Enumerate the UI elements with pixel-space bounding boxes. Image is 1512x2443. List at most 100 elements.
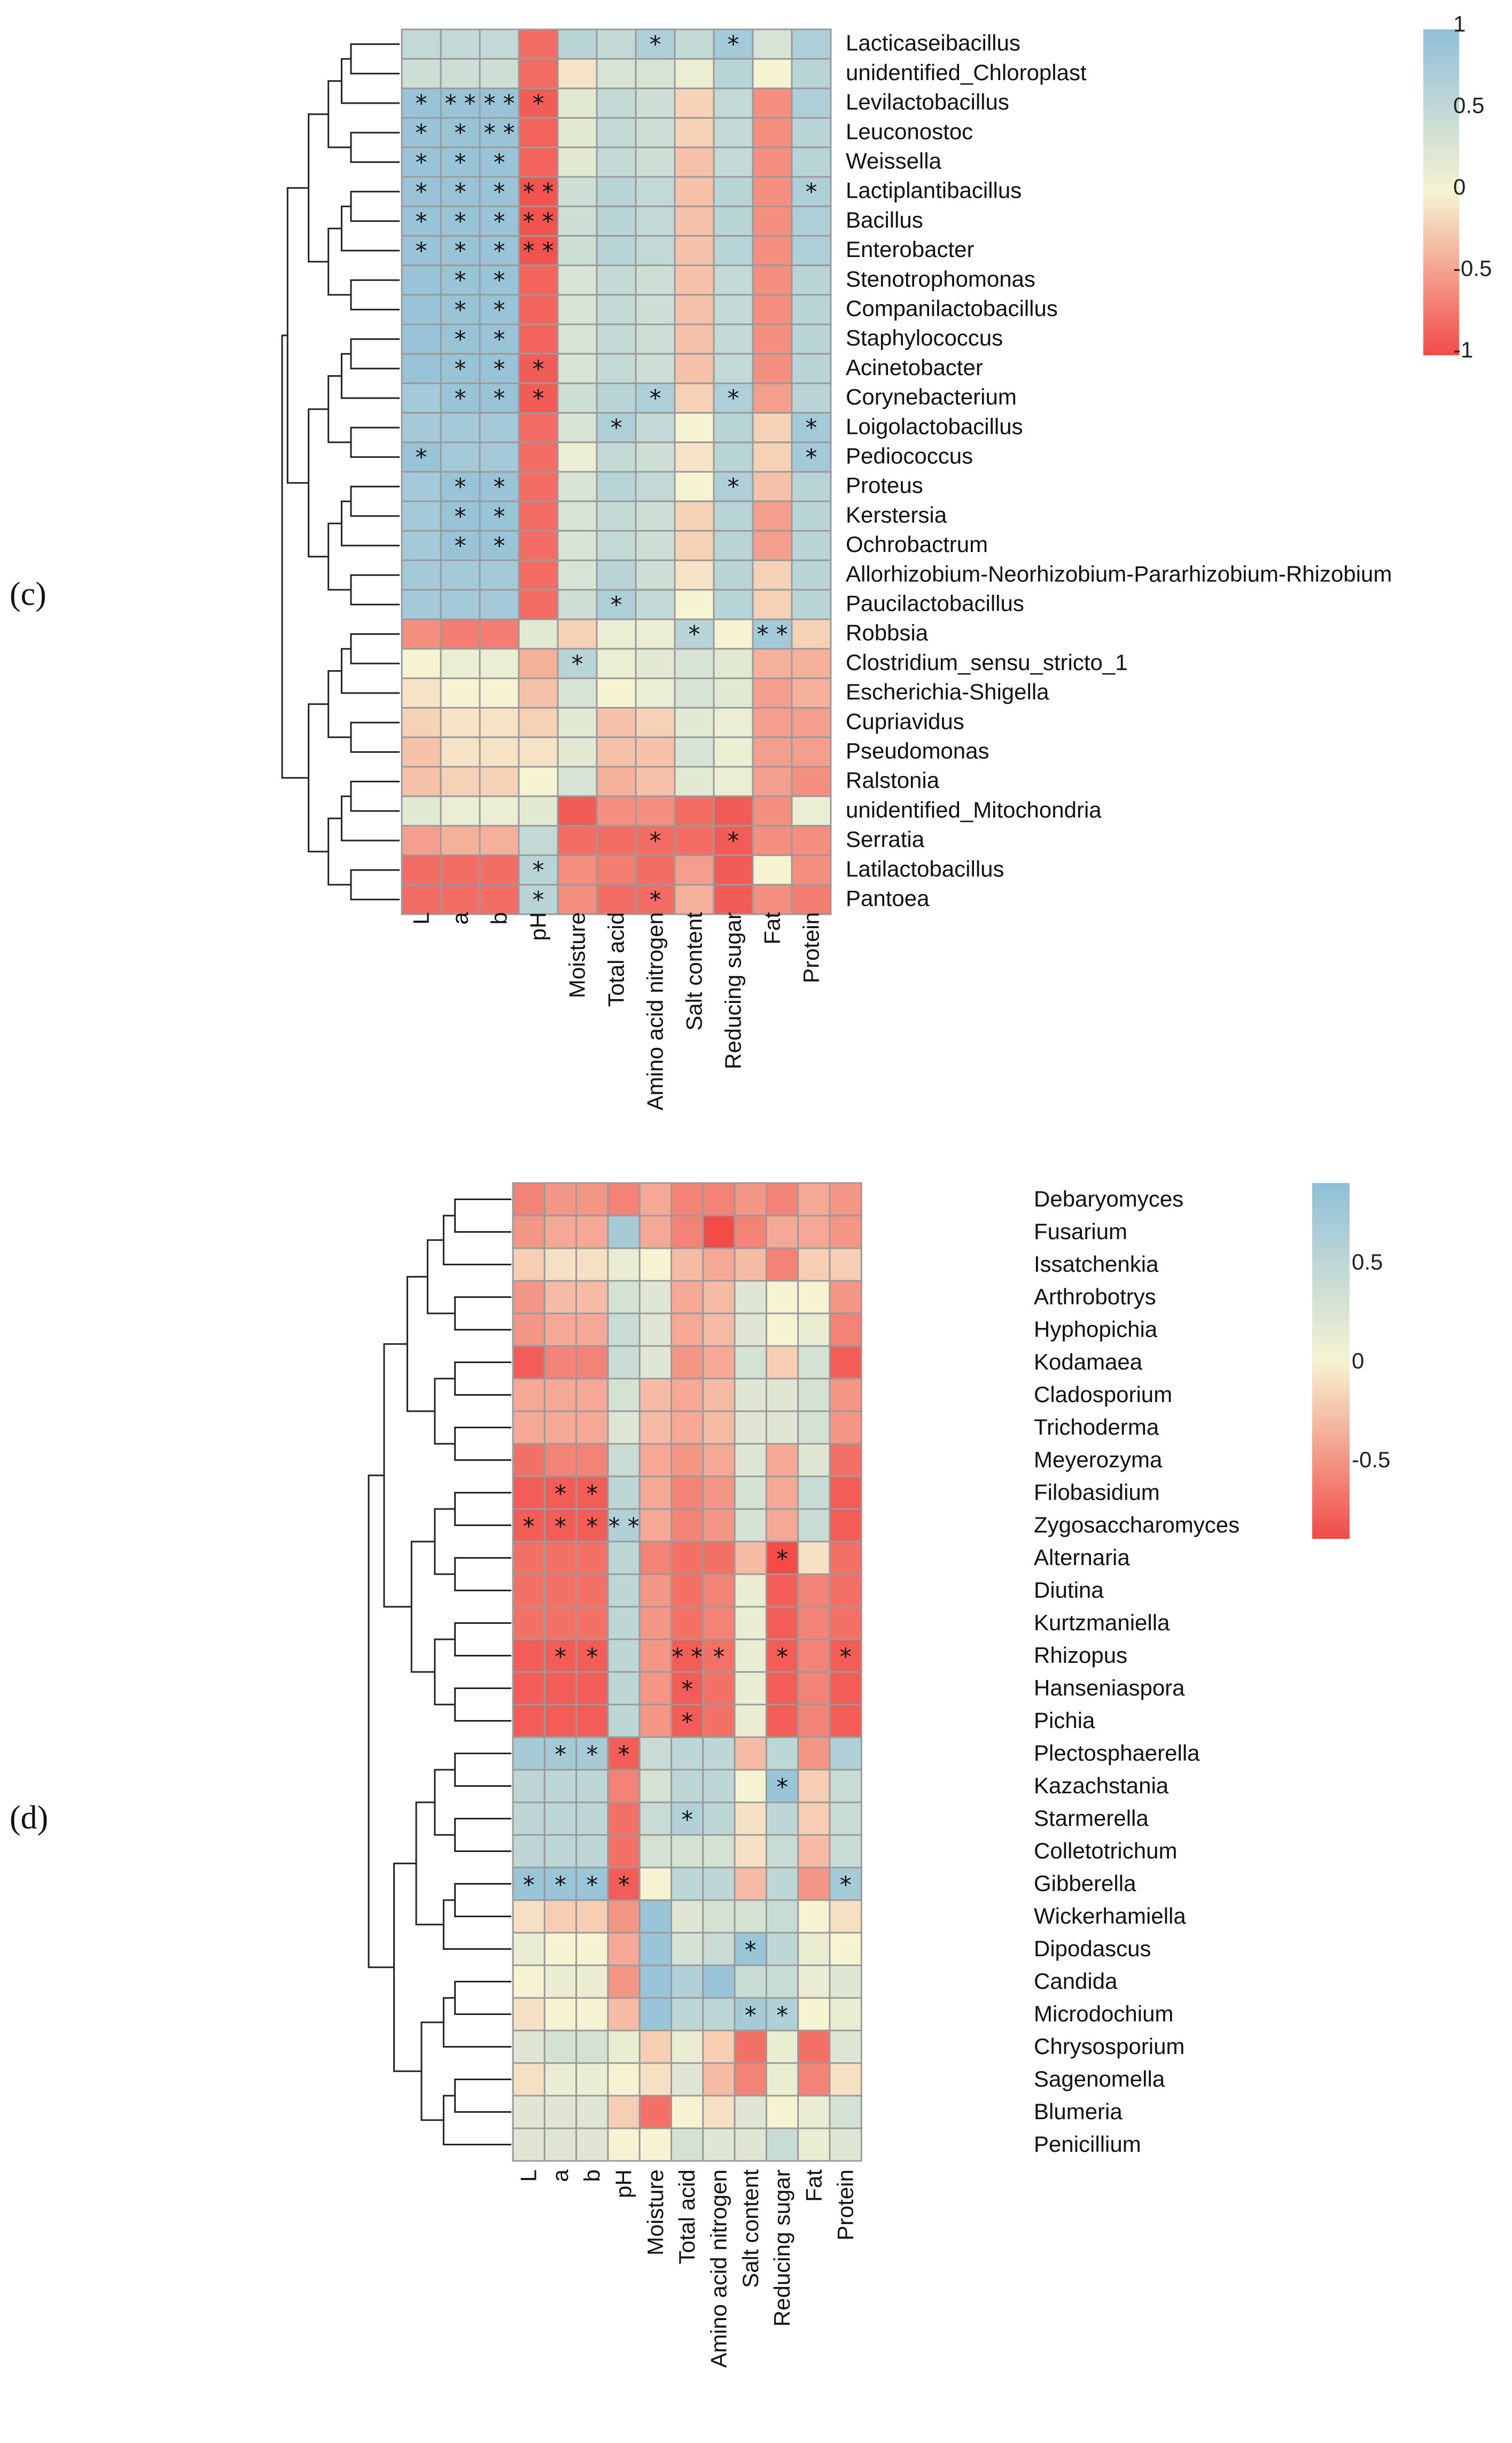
heatmap-cell	[512, 2095, 545, 2129]
column-label-amino-acid-nitrogen: Amino acid nitrogen	[706, 2169, 731, 2368]
heatmap-cell	[635, 677, 676, 709]
heatmap-cell	[607, 2095, 641, 2129]
heatmap-cell	[674, 677, 715, 709]
heatmap-cell	[713, 648, 754, 679]
dendrogram-branch	[454, 1557, 511, 1591]
heatmap-cell	[557, 795, 598, 827]
heatmap-cell	[671, 1182, 704, 1217]
heatmap-cell	[765, 1638, 799, 1673]
heatmap-cell	[607, 1769, 641, 1803]
heatmap-cell	[797, 1606, 831, 1640]
heatmap-cell	[596, 530, 637, 562]
heatmap-cell	[752, 146, 793, 178]
heatmap-cell	[596, 824, 637, 857]
heatmap-cell	[765, 2062, 799, 2097]
heatmap-cell	[674, 795, 715, 827]
dendrogram-branch	[350, 574, 400, 605]
heatmap-cell	[702, 1508, 736, 1543]
heatmap-cell	[734, 1182, 767, 1217]
row-label-trichoderma: Trichoderma	[1034, 1414, 1159, 1440]
dendrogram-branch	[350, 869, 400, 900]
heatmap-cell	[765, 2095, 799, 2129]
heatmap-cell	[512, 1899, 545, 1934]
dendrogram-branch	[350, 338, 400, 370]
heatmap-cell	[518, 824, 559, 857]
heatmap-cell	[401, 382, 442, 414]
heatmap-cell	[607, 1345, 641, 1380]
heatmap-cell	[607, 1997, 641, 2032]
heatmap-cell	[671, 1247, 704, 1282]
heatmap-cell	[635, 146, 676, 178]
legend-tick-label: -0.5	[1453, 256, 1492, 281]
heatmap-cell	[440, 618, 481, 650]
heatmap-cell	[671, 1378, 704, 1412]
row-label-microdochium: Microdochium	[1034, 2001, 1173, 2026]
row-dendrogram-d	[368, 1199, 511, 2145]
heatmap-cell	[791, 176, 832, 207]
significance-star: * *	[609, 1513, 640, 1541]
heatmap-cell	[401, 766, 442, 797]
row-label-pichia: Pichia	[1034, 1708, 1095, 1733]
significance-star: *	[555, 1872, 566, 1899]
row-label-hanseniaspora: Hanseniaspora	[1034, 1675, 1185, 1700]
significance-star: *	[745, 1937, 757, 1964]
legend-tick-label: 0	[1352, 1348, 1364, 1373]
heatmap-cell	[765, 1671, 799, 1706]
dendrogram-branch	[406, 1275, 435, 1412]
heatmap-cell	[543, 1312, 578, 1347]
significance-star: *	[455, 178, 466, 206]
heatmap-cell	[607, 1475, 641, 1510]
heatmap-cell	[671, 1899, 704, 1934]
heatmap-cell	[734, 1736, 767, 1771]
heatmap-cell	[557, 294, 598, 325]
heatmap-cell	[543, 1801, 578, 1836]
heatmap-cell	[765, 1280, 799, 1314]
column-label-reducing-sugar: Reducing sugar	[769, 2169, 794, 2327]
heatmap-cell	[797, 1899, 831, 1934]
heatmap-cell	[635, 235, 676, 267]
heatmap-cell	[791, 707, 832, 738]
heatmap-cell	[575, 1378, 609, 1412]
heatmap-cell	[543, 2029, 578, 2064]
heatmap-cell	[765, 1378, 799, 1412]
column-label-reducing-sugar: Reducing sugar	[721, 912, 746, 1069]
heatmap-cell	[671, 1736, 704, 1771]
significance-star: *	[494, 267, 505, 294]
significance-star: * *	[523, 238, 554, 265]
heatmap-cell	[512, 1312, 545, 1347]
heatmap-panel-c: (c) * ** * * * * ** * * ** * ** * * * * ** * * * ** * * * …	[10, 11, 1492, 1110]
heatmap-cell	[713, 58, 754, 89]
significance-star: *	[681, 1676, 693, 1703]
row-label-wickerhamiella: Wickerhamiella	[1034, 1903, 1186, 1928]
heatmap-cell	[512, 1703, 545, 1738]
row-label-ralstonia: Ralstonia	[846, 768, 940, 793]
significance-star: *	[455, 267, 466, 294]
heatmap-cell	[797, 2062, 831, 2097]
heatmap-cell	[557, 884, 598, 915]
heatmap-cell	[702, 1964, 736, 1999]
heatmap-cell	[635, 648, 676, 679]
heatmap-cell	[557, 235, 598, 267]
heatmap-cell	[518, 884, 559, 915]
heatmap-cell	[479, 884, 520, 915]
heatmap-cell	[702, 2062, 736, 2097]
heatmap-cell	[702, 1182, 736, 1217]
significance-marks-c: * ** * * * * ** * * ** * ** * * * * ** * * * ** * * * ** **…	[416, 31, 817, 914]
heatmap-cell	[518, 146, 559, 178]
heatmap-cell	[401, 795, 442, 827]
heatmap-cell	[512, 1736, 545, 1771]
heatmap-cell	[518, 589, 559, 620]
heatmap-cell	[765, 1573, 799, 1608]
significance-star: *	[533, 355, 544, 383]
heatmap-panel-d: (d) * * * * * * * * * * * * * * * * * * * * * * * * * * * * * * Deb…	[10, 1182, 1390, 2368]
heatmap-cell	[791, 795, 832, 827]
significance-star: *	[494, 178, 505, 206]
heatmap-cell	[671, 1866, 704, 1901]
heatmap-cell	[518, 294, 559, 325]
heatmap-cell	[791, 559, 832, 591]
heatmap-cell	[512, 1182, 545, 1217]
heatmap-cell	[557, 736, 598, 768]
heatmap-cell	[607, 1899, 641, 1934]
heatmap-cell	[607, 1280, 641, 1314]
heatmap-cell	[401, 854, 442, 886]
